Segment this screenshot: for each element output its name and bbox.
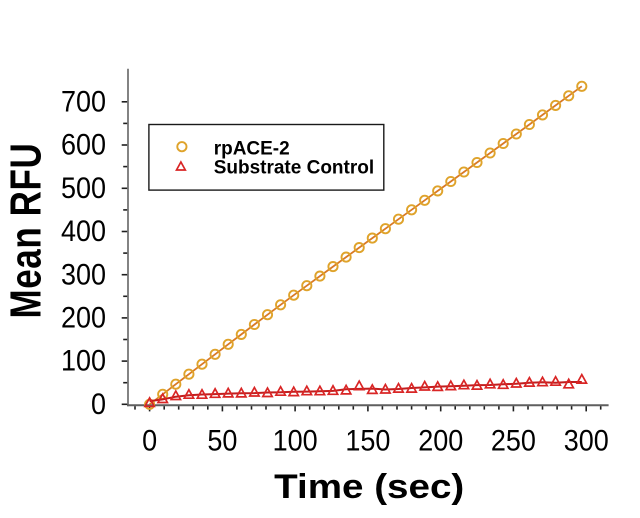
svg-text:250: 250 [491, 424, 536, 458]
svg-text:600: 600 [61, 128, 106, 162]
svg-text:150: 150 [345, 424, 390, 458]
svg-text:700: 700 [61, 85, 106, 119]
svg-text:300: 300 [61, 258, 106, 292]
svg-text:100: 100 [273, 424, 318, 458]
svg-text:100: 100 [61, 344, 106, 378]
svg-text:200: 200 [418, 424, 463, 458]
svg-text:0: 0 [142, 424, 157, 458]
svg-text:Time (sec): Time (sec) [274, 467, 464, 505]
svg-text:400: 400 [61, 215, 106, 249]
svg-text:500: 500 [61, 172, 106, 206]
svg-text:Substrate Control: Substrate Control [214, 157, 374, 178]
svg-text:300: 300 [564, 424, 609, 458]
svg-text:0: 0 [91, 388, 106, 422]
svg-text:rpACE-2: rpACE-2 [214, 138, 290, 159]
svg-text:Mean RFU: Mean RFU [2, 143, 51, 319]
svg-text:200: 200 [61, 301, 106, 335]
svg-text:50: 50 [207, 424, 237, 458]
